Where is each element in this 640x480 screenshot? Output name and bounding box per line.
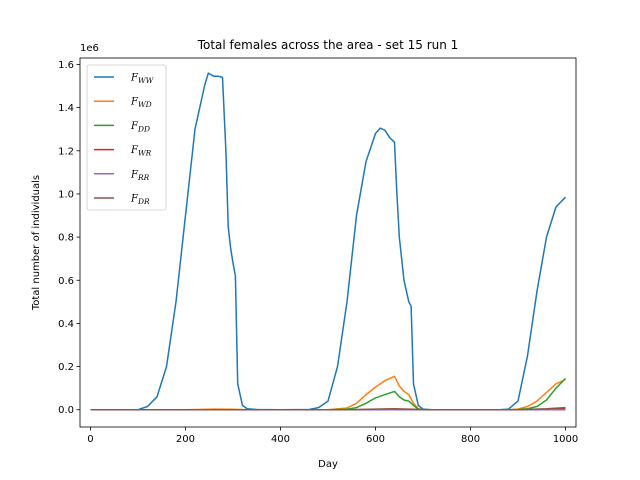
x-tick-label: 200 (176, 434, 195, 445)
legend-label-main: F (130, 73, 139, 84)
y-tick-label: 1.2 (58, 146, 74, 157)
y-tick-label: 0.6 (58, 276, 74, 287)
legend-label-main: F (130, 194, 139, 205)
legend-label-wr: FWR (130, 145, 152, 158)
x-axis: 0 200 400 600 800 1000 (87, 427, 578, 445)
plot-lines (90, 72, 567, 411)
legend-label-dd: FDD (130, 121, 150, 134)
legend-label-main: F (130, 121, 139, 132)
plot-frame (79, 57, 577, 428)
y-tick-label: 0.4 (58, 319, 74, 330)
chart-title: Total females across the area - set 15 r… (197, 38, 459, 52)
y-axis: 0.0 0.2 0.4 0.6 0.8 1.0 1.2 1.4 1.6 (58, 60, 80, 416)
legend-box (86, 64, 167, 211)
legend-label-main: F (130, 97, 139, 108)
x-tick-label: 1000 (553, 434, 578, 445)
legend-label-subscript: DR (137, 197, 150, 206)
series-line-dr (90, 406, 566, 411)
legend-label-subscript: DD (137, 124, 150, 133)
y-offset-label: 1e6 (80, 43, 99, 54)
y-tick-label: 1.6 (58, 60, 74, 71)
legend-label-main: F (130, 169, 139, 180)
x-tick-label: 0 (87, 434, 93, 445)
x-tick-label: 600 (366, 434, 385, 445)
legend-label-rr: FRR (130, 169, 150, 182)
legend-label-subscript: WD (138, 100, 152, 109)
legend-label-subscript: WW (138, 76, 155, 85)
legend-label-main: F (130, 145, 139, 156)
y-tick-label: 1.0 (58, 189, 74, 200)
legend-label-subscript: RR (137, 173, 150, 182)
legend-label-ww: FWW (130, 73, 155, 86)
y-tick-label: 0.0 (58, 405, 74, 416)
y-tick-label: 0.2 (58, 362, 74, 373)
x-tick-label: 400 (271, 434, 290, 445)
legend-label-dr: FDR (130, 194, 150, 207)
y-tick-label: 1.4 (58, 103, 74, 114)
series-line-dd (90, 377, 567, 411)
legend-label-wd: FWD (130, 97, 152, 110)
x-tick-label: 800 (461, 434, 480, 445)
y-tick-label: 0.8 (58, 233, 74, 244)
y-axis-label: Total number of individuals (31, 175, 42, 311)
legend-label-subscript: WR (138, 149, 152, 158)
x-axis-label: Day (318, 459, 338, 470)
